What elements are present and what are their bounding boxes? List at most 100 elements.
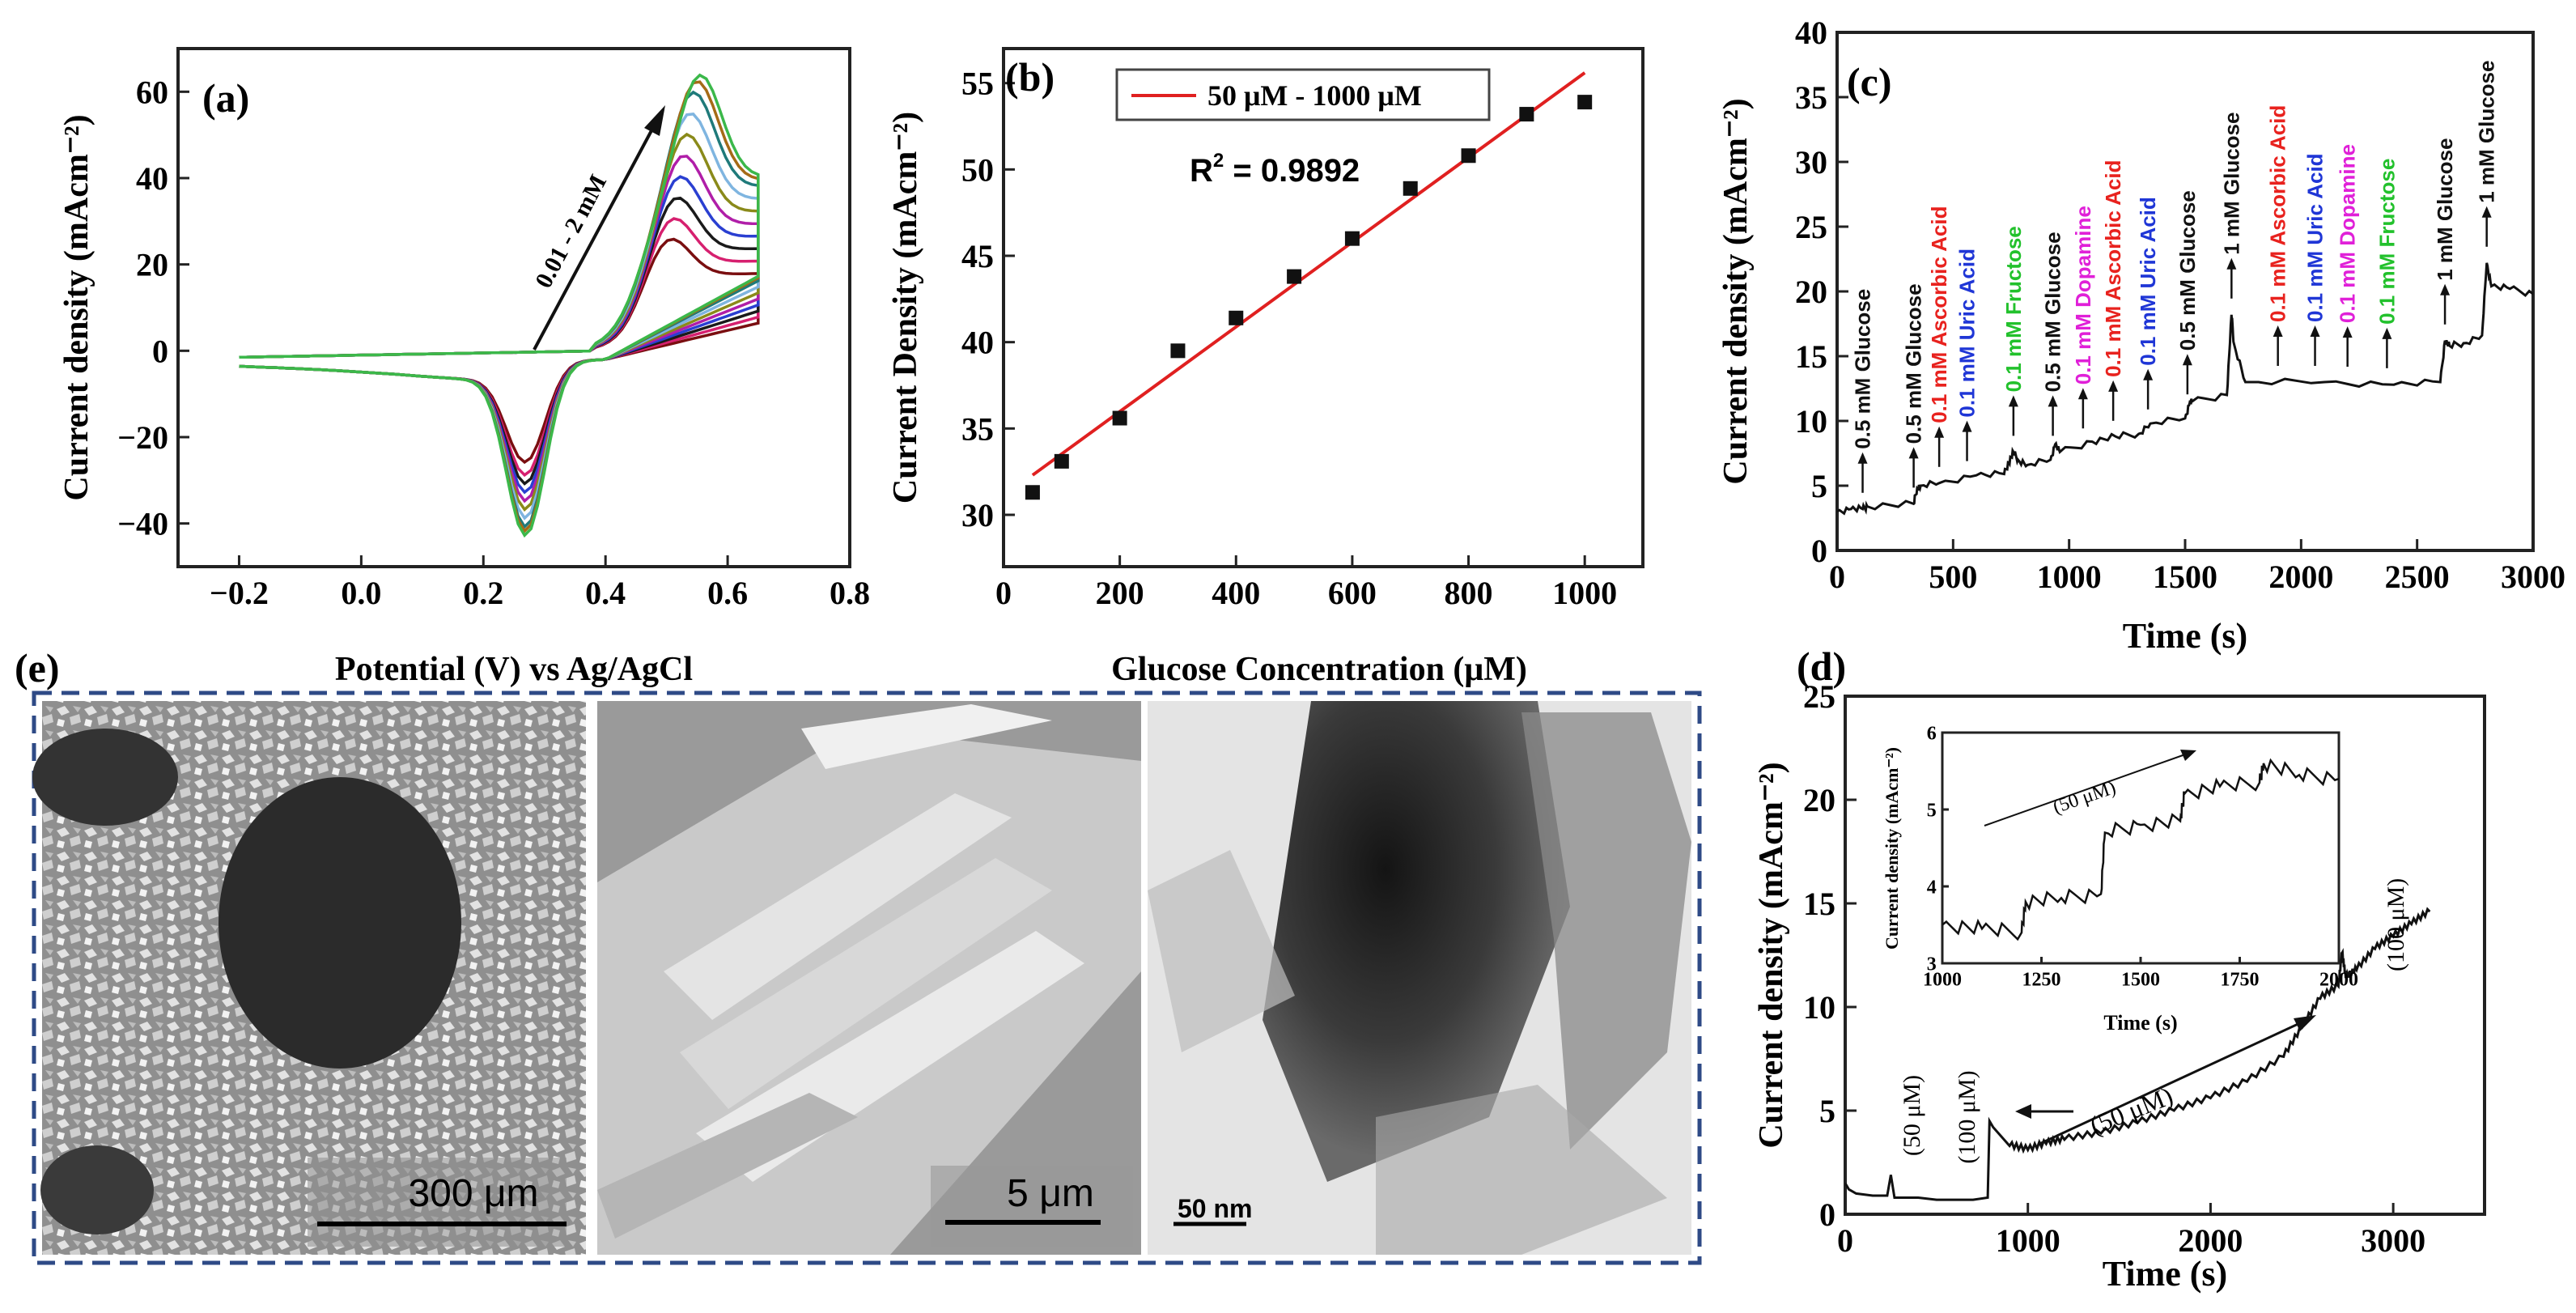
cv-curve xyxy=(239,80,760,533)
panel-label: (c) xyxy=(1847,59,1892,104)
injection-label: 0.1 mM Dopamine xyxy=(2336,144,2360,323)
y-tick-label: 6 xyxy=(1927,723,1937,744)
amperometric-trace xyxy=(1837,262,2533,516)
x-tick-label: 2000 xyxy=(2319,970,2358,991)
inset-trace xyxy=(1942,758,2339,941)
injection-label: 0.1 mM Uric Acid xyxy=(1955,249,1980,418)
x-tick-label: −0.2 xyxy=(210,575,269,611)
x-tick-label: 1500 xyxy=(2153,559,2217,595)
x-tick-label: 1250 xyxy=(2022,970,2061,991)
injection-arrowhead xyxy=(2143,368,2154,380)
y-axis-label: Current density (mAcm⁻²) xyxy=(58,114,95,500)
amperometric-trace xyxy=(1837,262,2533,516)
y-tick-label: 40 xyxy=(961,325,994,361)
data-point xyxy=(1112,410,1127,426)
x-tick-label: 0.4 xyxy=(585,575,626,611)
x-tick-label: 2500 xyxy=(2385,559,2450,595)
scale-label: 300 μm xyxy=(408,1172,538,1215)
y-tick-label: 10 xyxy=(1795,403,1827,440)
y-tick-label: 35 xyxy=(1795,79,1827,116)
injection-arrowhead xyxy=(2182,354,2192,366)
y-tick-label: 20 xyxy=(136,247,168,283)
legend-label: 50 μM - 1000 μM xyxy=(1207,79,1422,112)
data-point xyxy=(1170,343,1186,359)
x-tick-label: 800 xyxy=(1445,575,1493,611)
y-tick-label: 5 xyxy=(1819,1093,1835,1129)
annotation-arrow xyxy=(533,122,657,351)
inset-x-axis-label: Time (s) xyxy=(2103,1011,2177,1035)
injection-arrowhead xyxy=(2048,395,2058,407)
y-tick-label: 40 xyxy=(136,160,168,197)
x-tick-label: 0.8 xyxy=(830,575,870,611)
inset-y-axis-label: Current density (mAcm⁻²) xyxy=(1882,747,1902,950)
injection-label: 1 mM Glucose xyxy=(2219,113,2243,255)
injection-label: 0.1 mM Uric Acid xyxy=(2136,197,2160,366)
x-axis-label: Time (s) xyxy=(2123,616,2247,656)
injection-label: 0.1 mM Uric Acid xyxy=(2303,153,2328,322)
y-tick-label: 5 xyxy=(1811,468,1827,504)
panel-d: 0 1000 2000 3000 0 5 10 15 20 25 (d) Time (s) Cur… xyxy=(1753,644,2486,1294)
cv-curve xyxy=(239,155,760,504)
y-tick-label: 60 xyxy=(136,74,168,110)
scale-label: 50 nm xyxy=(1178,1194,1252,1223)
x-tick-label: 0.0 xyxy=(341,575,381,611)
annotation-100um-first: (100 μM) xyxy=(1954,1070,1980,1163)
sem-image-high-mag: 5 μm xyxy=(597,701,1141,1255)
injection-arrowhead xyxy=(2077,388,2088,400)
cv-curve xyxy=(239,113,760,521)
inset-chart: 1000 1250 1500 1750 2000 3 4 5 6 Time (s) Curren… xyxy=(1882,723,2358,1035)
injection-label: 0.1 mM Ascorbic Acid xyxy=(2266,105,2290,322)
inset-trace xyxy=(1942,758,2339,941)
panel-label: (a) xyxy=(202,75,249,121)
x-tick-label: 600 xyxy=(1328,575,1377,611)
y-axis-label: Current density (mAcm⁻²) xyxy=(1717,98,1755,484)
x-tick-label: 0 xyxy=(1837,1222,1853,1259)
y-tick-label: 55 xyxy=(961,66,994,102)
x-tick-label: 0.6 xyxy=(707,575,748,611)
injection-arrowhead xyxy=(2342,326,2353,338)
x-tick-label: 500 xyxy=(1929,559,1977,595)
x-tick-label: 2000 xyxy=(2268,559,2333,595)
y-tick-label: 45 xyxy=(961,238,994,274)
injection-arrowhead xyxy=(2226,257,2237,270)
inset-frame xyxy=(1941,731,2340,965)
x-tick-label: 2000 xyxy=(2178,1222,2243,1259)
injection-label: 1 mM Glucose xyxy=(2475,61,2499,203)
annotation-arrowhead xyxy=(2015,1104,2031,1119)
y-tick-label: 5 xyxy=(1927,800,1937,821)
x-tick-label: 200 xyxy=(1096,575,1144,611)
y-tick-label: 25 xyxy=(1803,678,1835,715)
x-tick-label: 1500 xyxy=(2121,970,2160,991)
y-tick-label: 15 xyxy=(1803,886,1835,922)
injection-label: 0.5 mM Glucose xyxy=(1851,289,1875,449)
x-axis-label: Potential (V) vs Ag/AgCl xyxy=(335,651,693,688)
y-tick-label: 10 xyxy=(1803,989,1835,1026)
inset-arrowhead xyxy=(2180,750,2196,761)
y-tick-label: 25 xyxy=(1795,209,1827,245)
injection-arrowhead xyxy=(2440,283,2451,295)
x-tick-label: 0.2 xyxy=(463,575,503,611)
fit-line xyxy=(1031,71,1586,477)
inset-axis-ticks: 1000 1250 1500 1750 2000 3 4 5 6 xyxy=(1923,723,2358,990)
x-tick-label: 1750 xyxy=(2221,970,2260,991)
panel-label: (b) xyxy=(1005,54,1055,100)
data-point xyxy=(1287,269,1302,284)
inset-annotation-arrow xyxy=(1984,754,2186,826)
panel-label: (e) xyxy=(15,645,60,690)
x-tick-label: 1000 xyxy=(1552,575,1617,611)
annotation-50um-second: (50 μM) xyxy=(2086,1081,2177,1140)
y-tick-label: 3 xyxy=(1927,954,1937,975)
x-axis-label: Glucose Concentration (μM) xyxy=(1111,651,1527,688)
injection-label: 1 mM Glucose xyxy=(2433,138,2457,281)
y-tick-label: 0 xyxy=(152,333,168,369)
cv-curve xyxy=(239,73,760,538)
tem-image: 50 nm xyxy=(1148,701,1691,1255)
axis-ticks: 0 500 1000 1500 2000 2500 3000 0 5 10 15 20 25 30 35 40 xyxy=(1795,15,2565,595)
y-axis-label: Current Density (mAcm⁻²) xyxy=(887,112,924,504)
fit-line xyxy=(1031,71,1586,477)
data-point xyxy=(1025,485,1040,500)
injection-label: 0.5 mM Glucose xyxy=(2175,190,2200,351)
data-point xyxy=(1229,310,1244,325)
panel-c: 0.5 mM Glucose 0.5 mM Glucose 0.1 mM Ascor… xyxy=(1717,15,2565,656)
